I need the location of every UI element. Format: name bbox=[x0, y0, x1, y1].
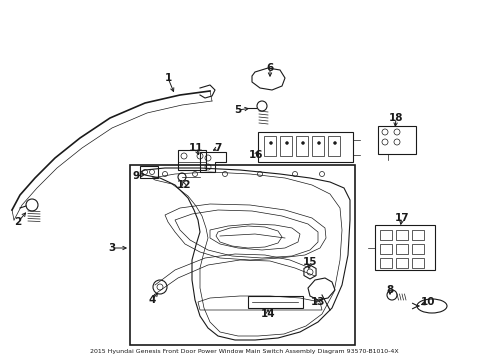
Bar bbox=[377, 126, 415, 154]
Bar bbox=[395, 258, 407, 268]
Text: 4: 4 bbox=[148, 295, 155, 305]
Text: 18: 18 bbox=[388, 113, 403, 123]
Circle shape bbox=[285, 141, 288, 144]
Text: 2015 Hyundai Genesis Front Door Power Window Main Switch Assembly Diagram 93570-: 2015 Hyundai Genesis Front Door Power Wi… bbox=[90, 350, 398, 355]
Text: 11: 11 bbox=[188, 143, 203, 153]
Circle shape bbox=[301, 141, 304, 144]
Bar bbox=[395, 230, 407, 240]
Text: 5: 5 bbox=[234, 105, 241, 115]
Bar bbox=[295, 136, 307, 156]
Circle shape bbox=[317, 141, 320, 144]
Bar bbox=[178, 150, 205, 170]
Bar bbox=[411, 244, 423, 254]
Text: 15: 15 bbox=[302, 257, 317, 267]
Text: 2: 2 bbox=[14, 217, 21, 227]
Text: 13: 13 bbox=[310, 297, 325, 307]
Text: 17: 17 bbox=[394, 213, 408, 223]
Text: 1: 1 bbox=[164, 73, 171, 83]
Text: 9: 9 bbox=[132, 171, 139, 181]
Text: 6: 6 bbox=[266, 63, 273, 73]
Bar bbox=[247, 296, 303, 308]
Bar bbox=[379, 258, 391, 268]
Bar bbox=[280, 136, 291, 156]
Text: 8: 8 bbox=[386, 285, 393, 295]
Circle shape bbox=[333, 141, 336, 144]
Bar bbox=[311, 136, 324, 156]
Text: 14: 14 bbox=[260, 309, 275, 319]
Bar bbox=[140, 166, 158, 178]
Bar bbox=[411, 258, 423, 268]
Text: 3: 3 bbox=[108, 243, 115, 253]
Bar bbox=[411, 230, 423, 240]
Text: 7: 7 bbox=[214, 143, 221, 153]
Bar bbox=[379, 230, 391, 240]
Bar bbox=[395, 244, 407, 254]
Bar bbox=[130, 165, 354, 345]
Text: 16: 16 bbox=[248, 150, 263, 160]
Text: 12: 12 bbox=[176, 180, 191, 190]
Text: 10: 10 bbox=[420, 297, 434, 307]
Circle shape bbox=[269, 141, 272, 144]
Bar bbox=[264, 136, 275, 156]
Bar bbox=[327, 136, 339, 156]
Bar bbox=[258, 132, 352, 162]
Bar bbox=[379, 244, 391, 254]
Bar bbox=[374, 225, 434, 270]
